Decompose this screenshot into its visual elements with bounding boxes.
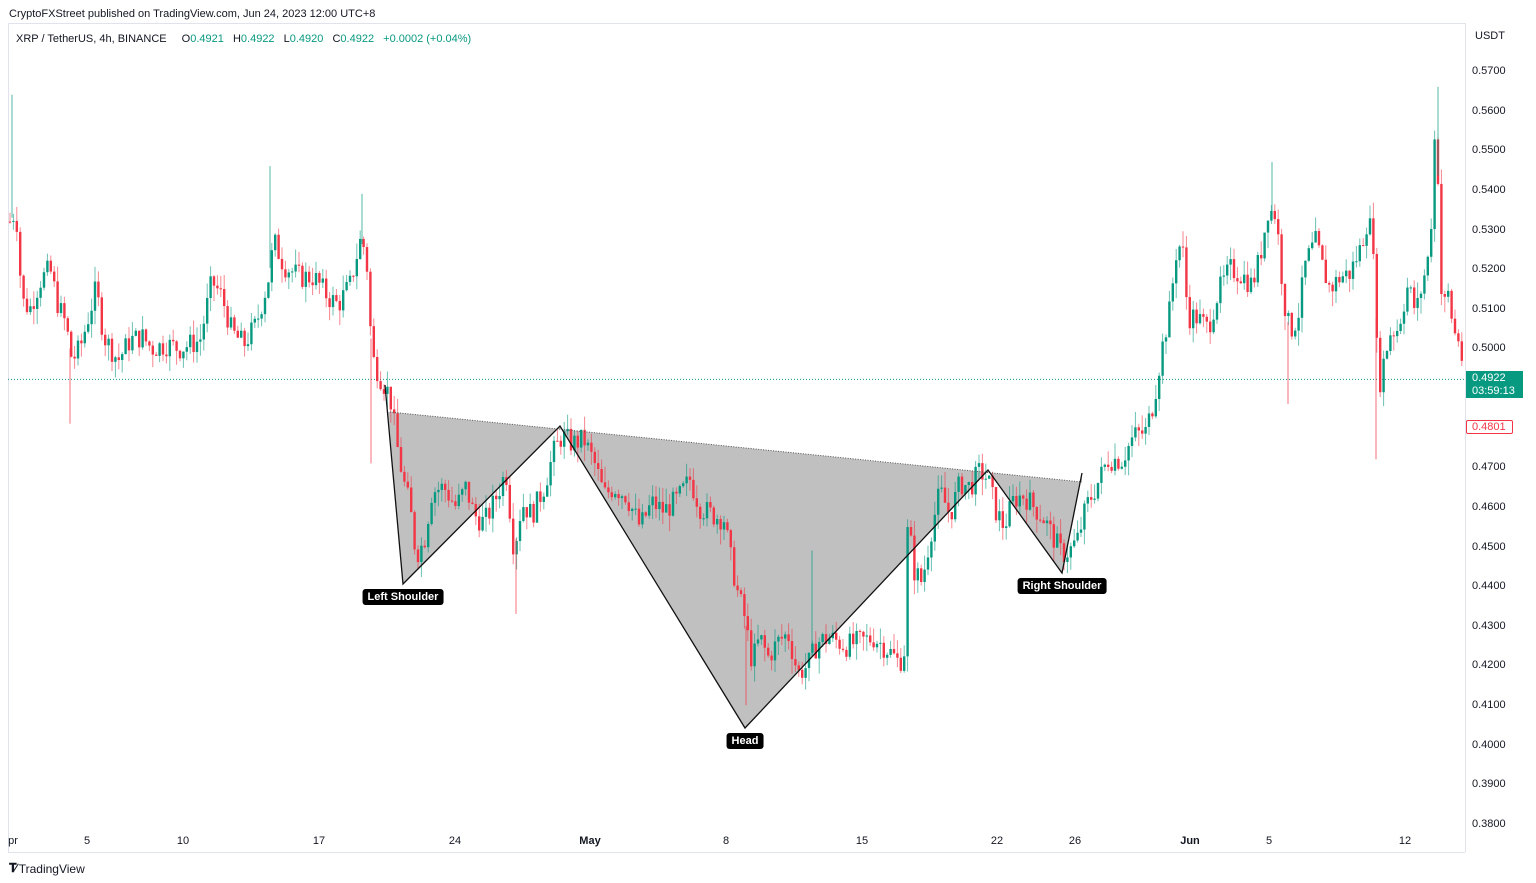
time-tick: 12: [1398, 835, 1412, 847]
high-value: 0.4922: [240, 33, 275, 45]
time-tick: May: [579, 835, 601, 847]
open-key: O: [181, 33, 191, 45]
time-tick: 5: [1265, 835, 1273, 847]
price-tick: 0.4700: [1472, 461, 1506, 474]
close-value: 0.4922: [340, 33, 375, 45]
price-tick: 0.5500: [1472, 144, 1506, 157]
close-key: C: [332, 33, 341, 45]
time-tick: 22: [990, 835, 1004, 847]
bar-countdown: 03:59:13: [1472, 385, 1515, 397]
price-tick: 0.4100: [1472, 699, 1506, 712]
price-tick: 0.5700: [1472, 65, 1506, 77]
pattern-label-left-shoulder[interactable]: Left Shoulder: [362, 589, 444, 605]
tradingview-logo[interactable]: 𝐓∕ TradingView: [9, 861, 85, 876]
pattern-label-right-shoulder[interactable]: Right Shoulder: [1017, 578, 1107, 594]
price-tick: 0.4200: [1472, 659, 1506, 672]
price-tick: 0.3900: [1472, 778, 1506, 791]
price-tick: 0.5600: [1472, 104, 1506, 117]
price-tick: 0.4600: [1472, 500, 1506, 513]
price-tick: 0.5300: [1472, 223, 1506, 236]
time-tick: 10: [176, 835, 190, 847]
price-axis-currency: USDT: [1475, 30, 1505, 42]
time-tick: 15: [855, 835, 869, 847]
price-axis[interactable]: [1465, 23, 1536, 852]
price-tick: 0.4300: [1472, 619, 1506, 632]
high-key: H: [232, 33, 241, 45]
symbol-label[interactable]: XRP / TetherUS, 4h, BINANCE: [16, 33, 167, 45]
price-tick: 0.4500: [1472, 540, 1506, 553]
price-tick: 0.5100: [1472, 302, 1506, 315]
low-key: L: [283, 33, 290, 45]
time-tick: 24: [448, 835, 462, 847]
price-tick: 0.5200: [1472, 263, 1506, 276]
price-tick: 0.5000: [1472, 342, 1506, 355]
time-tick: 8: [722, 835, 730, 847]
time-tick: 17: [312, 835, 326, 847]
time-tick: 5: [83, 835, 91, 847]
tradingview-brand: TradingView: [18, 861, 85, 876]
low-value: 0.4920: [289, 33, 324, 45]
price-tick: 0.4000: [1472, 738, 1506, 751]
change-value: +0.0002 (+0.04%): [383, 33, 472, 45]
time-tick: 26: [1068, 835, 1082, 847]
current-price-value: 0.4922: [1472, 372, 1506, 384]
current-price-badge: 0.4922 03:59:13: [1466, 371, 1523, 398]
time-tick: pr: [8, 835, 18, 847]
pattern-label-head[interactable]: Head: [726, 733, 764, 749]
low-price-marker: 0.4801: [1466, 420, 1513, 434]
price-tick: 0.4400: [1472, 580, 1506, 593]
chart-frame[interactable]: [8, 23, 1465, 852]
time-tick: Jun: [1180, 835, 1200, 847]
price-tick: 0.3800: [1472, 817, 1506, 830]
time-axis-border: [8, 852, 1465, 853]
ohlc-legend: XRP / TetherUS, 4h, BINANCE O0.4921 H0.4…: [16, 33, 471, 45]
open-value: 0.4921: [190, 33, 224, 45]
price-tick: 0.5400: [1472, 183, 1506, 196]
publisher-line: CryptoFXStreet published on TradingView.…: [9, 8, 376, 20]
tradingview-logo-icon: 𝐓∕: [9, 861, 17, 875]
